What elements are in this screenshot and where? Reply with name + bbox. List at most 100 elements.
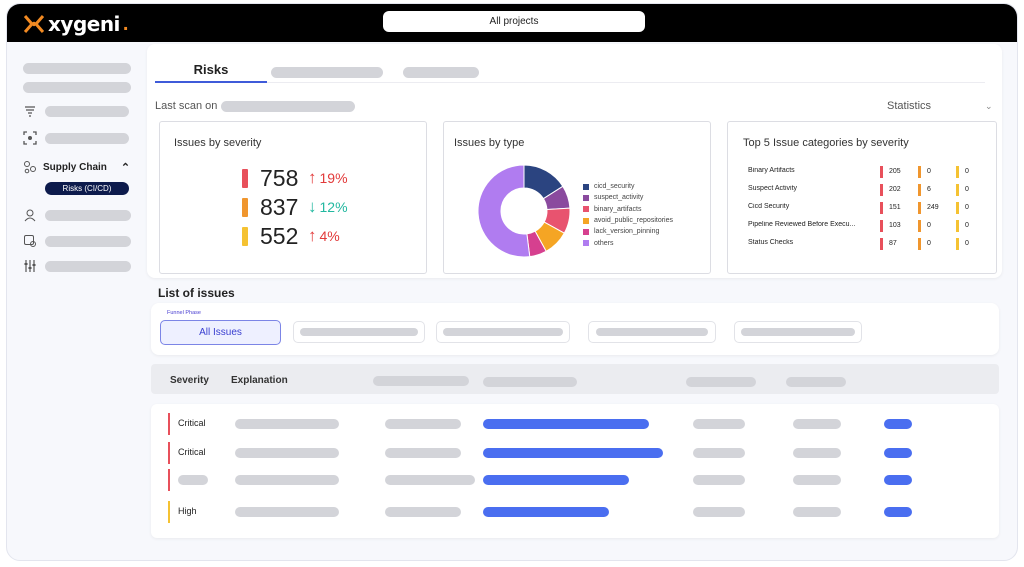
statistics-dropdown[interactable]: Statistics [887, 100, 932, 112]
category-medium-marker [956, 165, 959, 178]
last-scan-value [221, 100, 356, 112]
top-bar: xygeni. All projects [7, 4, 1017, 42]
sidebar-item-risks-cicd[interactable]: Risks (CI/CD) [45, 182, 129, 195]
legend-label: avoid_public_repositories [594, 217, 673, 225]
column-header-3[interactable] [373, 376, 469, 386]
agent-icon [24, 209, 36, 222]
explanation-skeleton [235, 507, 339, 517]
tab-2[interactable] [271, 67, 383, 78]
cell-5-skeleton [693, 475, 745, 485]
category-row[interactable]: Cicd Security 151 249 0 [748, 200, 978, 218]
chevron-down-icon[interactable]: ⌄ [985, 101, 993, 111]
category-count-value: 0 [965, 204, 969, 211]
severity-count: 837 [260, 193, 299, 220]
project-selector[interactable]: All projects [383, 11, 645, 32]
donut-slice-others[interactable] [477, 164, 531, 258]
severity-marker [168, 501, 170, 523]
action-pill[interactable] [884, 419, 912, 429]
category-medium-count: 0 [956, 237, 969, 250]
table-row[interactable] [151, 467, 999, 493]
funnel-filter-4[interactable] [588, 321, 716, 343]
category-count-value: 151 [889, 204, 901, 211]
explanation-skeleton [235, 448, 339, 458]
category-row[interactable]: Pipeline Reviewed Before Execu... 103 0 0 [748, 218, 978, 236]
sidebar-item-1[interactable] [23, 104, 129, 118]
funnel-filter-5[interactable] [734, 321, 862, 343]
category-count-value: 103 [889, 222, 901, 229]
sidebar-item-3[interactable] [23, 208, 131, 222]
issues-table-header: Severity Explanation [151, 364, 999, 394]
action-pill[interactable] [884, 475, 912, 485]
cell-4-bar [483, 507, 609, 517]
action-pill[interactable] [884, 507, 912, 517]
top-categories-title: Top 5 Issue categories by severity [743, 137, 909, 149]
severity-count: 552 [260, 222, 299, 249]
legend-swatch [583, 206, 589, 213]
category-medium-count: 0 [956, 183, 969, 196]
table-row[interactable]: Critical [151, 411, 999, 437]
check-icon [24, 235, 36, 247]
column-header-5[interactable] [686, 377, 756, 387]
severity-label: High [178, 506, 197, 516]
sidebar-item-4-label [45, 235, 131, 247]
category-row[interactable]: Suspect Activity 202 6 0 [748, 182, 978, 200]
cell-4-bar [483, 419, 649, 429]
severity-row: 552 ↑ 4% [242, 222, 340, 249]
logo[interactable]: xygeni. [23, 12, 128, 36]
category-count-value: 202 [889, 186, 901, 193]
cell-3-skeleton [385, 419, 461, 429]
severity-row: 758 ↑ 19% [242, 164, 348, 191]
logo-dot: . [122, 12, 129, 35]
funnel-filter-2[interactable] [293, 321, 425, 343]
category-count-value: 0 [965, 168, 969, 175]
legend-label: lack_version_pinning [594, 228, 660, 236]
category-count-value: 0 [927, 240, 931, 247]
category-high-count: 6 [918, 183, 931, 196]
arrow-down-icon: ↓ [308, 197, 317, 216]
explanation-column-header[interactable]: Explanation [231, 375, 288, 386]
category-row[interactable]: Binary Artifacts 205 0 0 [748, 164, 978, 182]
funnel-phase-label: Funnel Phase [167, 310, 201, 316]
legend-item: suspect_activity [583, 192, 673, 203]
list-of-issues-title: List of issues [158, 286, 235, 300]
logo-text: xygeni [48, 12, 120, 36]
cell-6-skeleton [793, 419, 841, 429]
column-header-6[interactable] [786, 377, 846, 387]
sidebar-item-2[interactable] [23, 131, 129, 145]
cell-3-skeleton [385, 448, 461, 458]
app-frame: xygeni. All projects Supply Chain ⌃ Risk… [6, 3, 1018, 561]
sidebar-item-2-label [45, 132, 129, 144]
severity-label: Critical [178, 418, 206, 428]
legend-swatch [583, 183, 589, 190]
sidebar-item-1-label [45, 105, 129, 117]
category-name: Cicd Security [748, 203, 790, 210]
severity-column-header[interactable]: Severity [170, 375, 209, 386]
tab-3[interactable] [403, 67, 479, 78]
column-header-4[interactable] [483, 377, 577, 387]
category-name: Binary Artifacts [748, 167, 795, 174]
cell-5-skeleton [693, 448, 745, 458]
sidebar-item-4[interactable] [23, 234, 131, 248]
legend-label: suspect_activity [594, 194, 644, 202]
legend-label: binary_artifacts [594, 205, 642, 213]
sidebar-item-supply-chain[interactable]: Supply Chain ⌃ [23, 160, 130, 174]
legend-item: lack_version_pinning [583, 226, 673, 237]
table-row[interactable]: Critical [151, 440, 999, 466]
all-issues-filter[interactable]: All Issues [160, 320, 281, 345]
category-row[interactable]: Status Checks 87 0 0 [748, 236, 978, 254]
sidebar-item-5[interactable] [23, 259, 131, 273]
tab-risks[interactable]: Risks [155, 57, 267, 83]
supply-chain-icon [24, 161, 36, 174]
legend-swatch [583, 228, 589, 235]
action-pill[interactable] [884, 448, 912, 458]
funnel-filter-3[interactable] [436, 321, 570, 343]
category-medium-marker [956, 201, 959, 214]
table-row[interactable]: High [151, 499, 999, 525]
cell-4-bar [483, 475, 629, 485]
top-categories-table: Binary Artifacts 205 0 0 Suspect Activity 202… [748, 164, 978, 254]
category-name: Suspect Activity [748, 185, 798, 192]
xygeni-logo-icon [23, 15, 45, 33]
risks-overview-card: Risks Last scan on Statistics ⌄ Issues b… [147, 44, 1002, 278]
severity-count: 758 [260, 164, 299, 191]
category-high-count: 0 [918, 237, 931, 250]
